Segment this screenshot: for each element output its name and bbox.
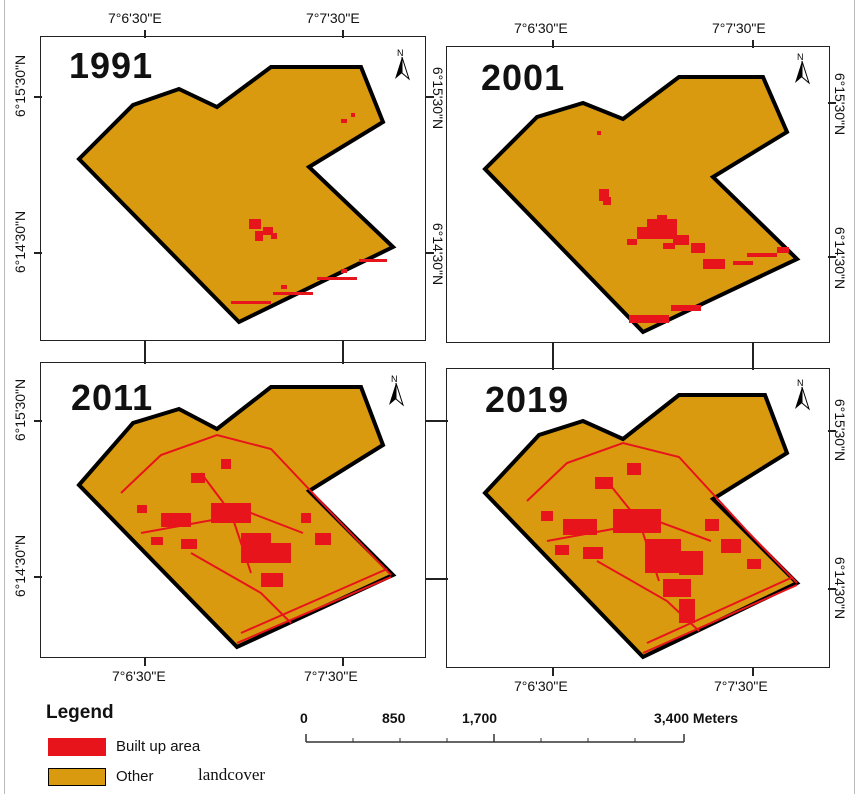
scale-label: 1,700: [462, 710, 498, 726]
latitude-label: 6°14'30"N: [12, 210, 28, 274]
north-arrow-icon: N: [385, 373, 407, 407]
graticule-tick: [342, 30, 344, 38]
map-panel-2001: 2001 N: [446, 46, 830, 343]
map-2001-canvas: [482, 75, 801, 335]
map-2019-canvas: [482, 393, 801, 660]
built-up-patches: [541, 463, 761, 623]
map-1991-canvas: [76, 65, 397, 325]
graticule-tick: [426, 96, 434, 98]
graticule-tick: [426, 578, 448, 580]
graticule-tick: [342, 658, 344, 666]
latitude-label: 6°14'30"N: [430, 222, 446, 286]
built-up-patches: [231, 113, 387, 304]
map-year-2011: 2011: [71, 377, 154, 418]
map-2011-canvas: [76, 385, 397, 650]
latitude-label: 6°15'30"N: [12, 54, 28, 118]
svg-text:N: N: [797, 52, 804, 62]
legend-title: Legend: [46, 702, 114, 723]
map-panel-2011: 2011 N: [40, 362, 426, 658]
graticule-tick: [144, 658, 146, 666]
legend-swatch-built-up: [48, 738, 106, 756]
longitude-label: 7°7'30"E: [306, 10, 360, 26]
graticule-tick: [828, 430, 836, 432]
graticule-tick: [552, 342, 554, 370]
map-year-2019: 2019: [485, 379, 570, 420]
latitude-label: 6°14'30"N: [832, 226, 848, 290]
map-year-2001: 2001: [481, 57, 566, 98]
latitude-label: 6°15'30"N: [832, 72, 848, 136]
graticule-tick: [752, 40, 754, 48]
scale-label: 0: [300, 710, 308, 726]
longitude-label: 7°7'30"E: [304, 668, 358, 684]
north-arrow-icon: N: [791, 377, 813, 411]
legend-label-built-up: Built up area: [116, 738, 201, 755]
scale-label: 850: [382, 710, 406, 726]
latitude-label: 6°14'30"N: [12, 534, 28, 598]
graticule-tick: [426, 252, 434, 254]
north-arrow-icon: N: [791, 51, 813, 85]
graticule-tick: [34, 96, 42, 98]
study-area-polygon: [482, 75, 801, 335]
longitude-label: 7°7'30"E: [714, 678, 768, 694]
legend-swatch-other: [48, 768, 106, 786]
graticule-tick: [752, 668, 754, 676]
longitude-label: 7°6'30"E: [108, 10, 162, 26]
graticule-tick: [552, 40, 554, 48]
latitude-label: 6°15'30"N: [12, 378, 28, 442]
graticule-tick: [144, 30, 146, 38]
figure-border: [4, 0, 855, 794]
graticule-tick: [34, 420, 42, 422]
graticule-tick: [828, 588, 836, 590]
graticule-tick: [552, 668, 554, 676]
longitude-label: 7°6'30"E: [112, 668, 166, 684]
legend-label-other-extra: landcover: [198, 765, 266, 784]
graticule-tick: [828, 256, 836, 258]
graticule-tick: [34, 576, 42, 578]
map-year-1991: 1991: [69, 45, 154, 86]
map-panel-2019: 2019 N: [446, 368, 830, 668]
scale-label: 3,400 Meters: [654, 710, 739, 726]
map-panel-1991: 1991 N: [40, 36, 426, 341]
graticule-tick: [426, 420, 448, 422]
graticule-tick: [828, 102, 836, 104]
longitude-label: 7°6'30"E: [514, 20, 568, 36]
longitude-label: 7°7'30"E: [712, 20, 766, 36]
built-up-patches: [597, 131, 789, 323]
scale-bar: [305, 734, 685, 743]
legend-label-other: Other: [116, 768, 154, 785]
study-area-polygon: [76, 65, 397, 325]
svg-text:N: N: [797, 378, 804, 388]
graticule-tick: [342, 340, 344, 364]
graticule-tick: [752, 342, 754, 370]
longitude-label: 7°6'30"E: [514, 678, 568, 694]
latitude-label: 6°15'30"N: [832, 398, 848, 462]
graticule-tick: [34, 252, 42, 254]
latitude-label: 6°14'30"N: [832, 556, 848, 620]
latitude-label: 6°15'30"N: [430, 66, 446, 130]
built-up-network: [120, 433, 392, 644]
svg-text:N: N: [391, 374, 398, 384]
graticule-tick: [144, 340, 146, 364]
north-arrow-icon: N: [391, 47, 413, 81]
built-up-patches: [137, 459, 331, 587]
svg-text:N: N: [397, 48, 404, 58]
